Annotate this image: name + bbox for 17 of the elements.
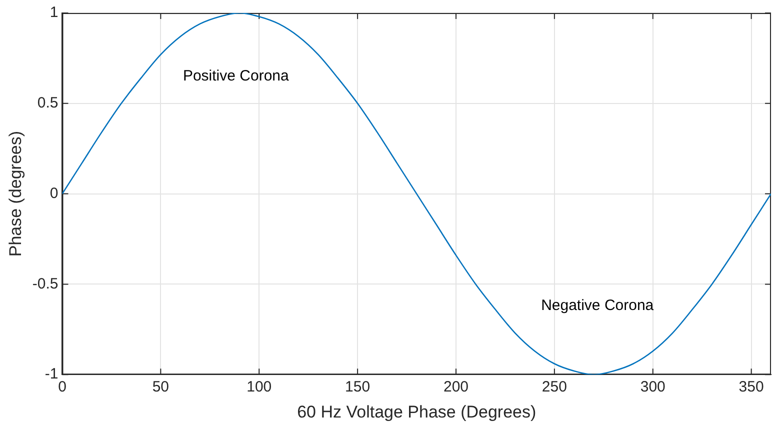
y-tick-label: 0.5	[37, 94, 58, 112]
x-tick-label: 250	[542, 378, 567, 396]
y-axis-title: Phase (degrees)	[6, 130, 25, 257]
y-tick-label: 1	[50, 4, 58, 22]
annotation: Negative Corona	[541, 297, 654, 314]
x-tick-label: 150	[345, 378, 370, 396]
line-series	[62, 13, 771, 375]
x-tick-label: 50	[152, 378, 170, 396]
x-tick-label: 300	[640, 378, 666, 396]
y-tick-label: 0	[50, 184, 58, 202]
x-axis-title: 60 Hz Voltage Phase (Degrees)	[297, 402, 536, 422]
y-tick-label: -0.5	[32, 275, 58, 292]
x-tick-label: 200	[443, 378, 469, 396]
x-tick-label: 350	[738, 378, 764, 396]
x-tick-label: 100	[246, 378, 272, 396]
y-tick-label: -1	[44, 366, 58, 383]
annotation: Positive Corona	[182, 67, 290, 84]
